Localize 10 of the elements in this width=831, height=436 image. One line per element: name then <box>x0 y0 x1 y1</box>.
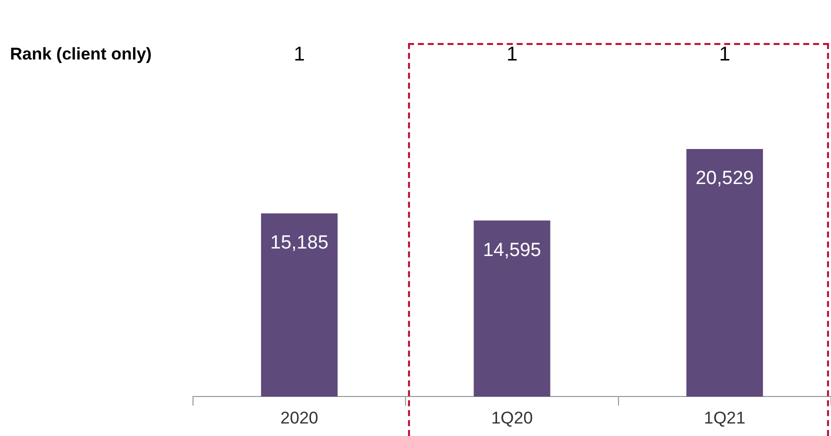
x-tick-label: 2020 <box>280 408 318 428</box>
data-label: 15,185 <box>270 232 328 254</box>
x-tick-label: 1Q21 <box>704 408 746 428</box>
text: 1 <box>294 44 305 66</box>
text: 1 <box>506 44 518 66</box>
data-label: 20,529 <box>696 168 754 190</box>
text: 1 <box>719 44 730 66</box>
text: Rank (client only) <box>10 44 152 64</box>
x-tick-label: 1Q20 <box>491 408 533 428</box>
data-label: 14,595 <box>482 240 542 261</box>
